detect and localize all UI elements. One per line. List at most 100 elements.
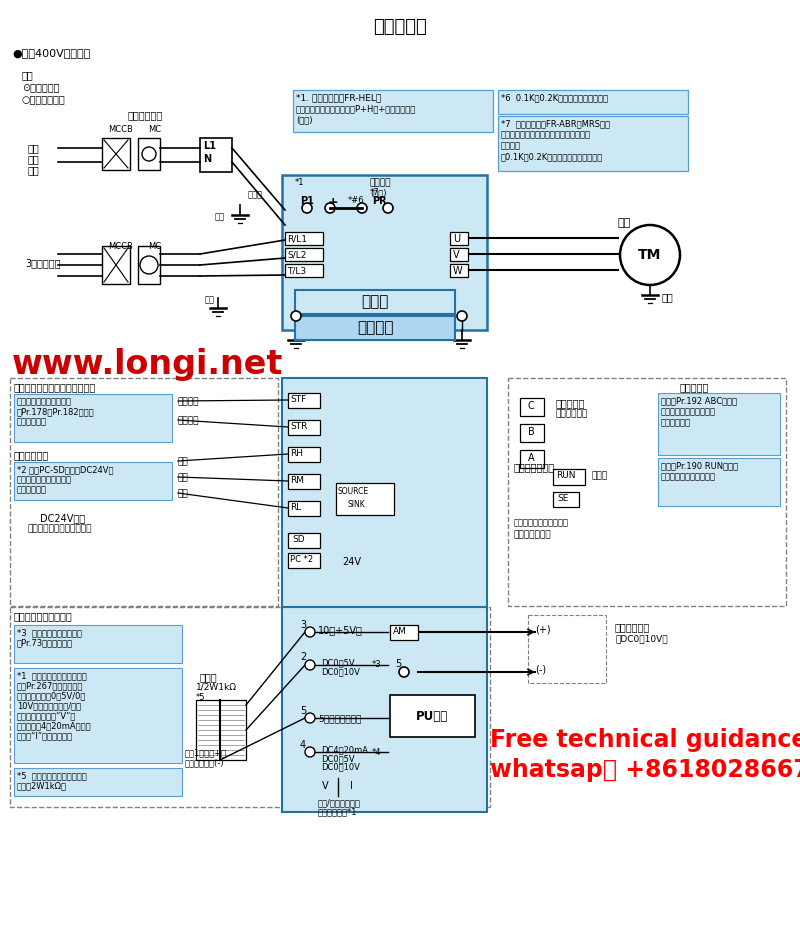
Circle shape	[305, 627, 315, 637]
Text: R/L1: R/L1	[287, 234, 307, 243]
Text: DC0～5V: DC0～5V	[321, 658, 354, 667]
Text: 可通过Pr.192 ABC端子功: 可通过Pr.192 ABC端子功	[661, 396, 737, 405]
Text: 单相: 单相	[28, 143, 40, 153]
Circle shape	[291, 311, 301, 321]
Bar	[390, 625, 418, 640]
Text: 电压/电流输入切换: 电压/电流输入切换	[318, 798, 361, 807]
Text: RUN: RUN	[556, 471, 575, 480]
Circle shape	[383, 203, 393, 213]
Text: 运行中: 运行中	[592, 471, 608, 480]
Circle shape	[399, 667, 409, 677]
Circle shape	[620, 225, 680, 285]
Text: 继电器输出: 继电器输出	[556, 398, 586, 408]
Bar	[14, 625, 182, 663]
Text: 1/2W1kΩ: 1/2W1kΩ	[196, 682, 237, 691]
Bar	[288, 533, 320, 548]
Text: （0.1K、0.2K不能连接驱动电阵器。）: （0.1K、0.2K不能连接驱动电阵器。）	[501, 152, 603, 161]
Text: *3: *3	[372, 660, 382, 669]
Text: 制动单元: 制动单元	[370, 178, 391, 187]
Text: 输入切换开关置为“V”，: 输入切换开关置为“V”，	[17, 711, 76, 720]
Bar	[102, 138, 130, 170]
Text: 电位器: 电位器	[200, 672, 218, 682]
Bar	[196, 700, 246, 760]
Text: 交流: 交流	[28, 154, 40, 164]
Text: 接地: 接地	[205, 295, 215, 304]
Text: TM: TM	[638, 248, 662, 262]
Bar	[282, 378, 487, 608]
Text: 集电极开路输出公共端）: 集电极开路输出公共端）	[514, 518, 569, 527]
Text: Free technical guidance,: Free technical guidance,	[490, 728, 800, 752]
Text: (选件): (选件)	[370, 188, 386, 197]
Text: 请置为“I”（初始值）。: 请置为“I”（初始值）。	[17, 731, 73, 740]
Text: 能选择变更端子的功能。: 能选择变更端子的功能。	[661, 407, 716, 416]
Text: 短路片: 短路片	[248, 190, 263, 199]
Bar	[14, 668, 182, 763]
Text: 3: 3	[300, 620, 306, 630]
Text: *1  可通过模拟量输入规格切: *1 可通过模拟量输入规格切	[17, 671, 86, 680]
Bar	[450, 232, 468, 245]
Circle shape	[302, 203, 312, 213]
Text: 主电路: 主电路	[362, 294, 389, 309]
Bar	[282, 175, 487, 330]
Text: 漏型: 漏型	[22, 70, 34, 80]
Text: 控制输入信号（电压输入不可）: 控制输入信号（电压输入不可）	[14, 382, 96, 392]
Bar	[390, 695, 475, 737]
Text: MC: MC	[148, 242, 161, 251]
Text: MCCB: MCCB	[108, 242, 133, 251]
Text: 低速: 低速	[178, 489, 189, 498]
Circle shape	[357, 203, 367, 213]
Text: 多段速度选择: 多段速度选择	[14, 450, 50, 460]
Bar	[138, 246, 160, 284]
Text: 4: 4	[300, 740, 306, 750]
Text: （开路输出）: （开路输出）	[556, 409, 588, 418]
Text: 为防止驱动电阵器过热或破损，请安装热: 为防止驱动电阵器过热或破损，请安装热	[501, 130, 591, 139]
Text: ○控制电路端子: ○控制电路端子	[22, 94, 66, 104]
Text: 集电极开路输出: 集电极开路输出	[514, 462, 555, 472]
Text: *6  0.1K、0.2K没有内置制动晶体管。: *6 0.1K、0.2K没有内置制动晶体管。	[501, 93, 608, 102]
Bar	[318, 742, 368, 770]
Text: 设为电压输入（0～5V/0～: 设为电压输入（0～5V/0～	[17, 691, 86, 700]
Text: whatsap： +8618028667265: whatsap： +8618028667265	[490, 758, 800, 782]
Bar	[200, 138, 232, 172]
Text: W: W	[453, 266, 462, 276]
Text: (+): (+)	[535, 625, 550, 635]
Text: 开关　　　　*1: 开关 *1	[318, 807, 358, 816]
Text: SE: SE	[557, 494, 568, 503]
Bar	[553, 492, 579, 507]
Bar	[10, 378, 278, 606]
Text: 接地: 接地	[215, 212, 225, 221]
Text: ●三相400V电源输入: ●三相400V电源输入	[12, 48, 90, 58]
Text: S/L2: S/L2	[287, 250, 306, 259]
Text: 电源: 电源	[28, 165, 40, 175]
Bar	[138, 138, 160, 170]
Bar	[285, 232, 323, 245]
Bar	[318, 778, 362, 796]
Text: MCCB: MCCB	[108, 125, 133, 134]
Text: 继电器。: 继电器。	[501, 141, 521, 150]
Text: 端子1输入（+）: 端子1输入（+）	[185, 748, 227, 757]
Bar	[520, 450, 544, 468]
Bar	[285, 248, 323, 261]
Bar	[553, 469, 585, 485]
Text: （Pr.73）进行变更。: （Pr.73）进行变更。	[17, 638, 73, 647]
Text: 间不要短路。: 间不要短路。	[17, 485, 47, 494]
Text: （DC0～10V）: （DC0～10V）	[615, 634, 668, 643]
Bar	[288, 553, 320, 568]
Text: 频率设定信号（模拟）: 频率设定信号（模拟）	[14, 611, 73, 621]
Bar	[520, 398, 544, 416]
Text: 继电器输出: 继电器输出	[680, 382, 710, 392]
Bar	[14, 394, 172, 442]
Bar	[528, 615, 606, 683]
Text: *7: *7	[370, 188, 380, 197]
Bar	[336, 483, 394, 515]
Circle shape	[140, 256, 158, 274]
Text: *4: *4	[372, 748, 382, 757]
Text: 单相电源输入: 单相电源输入	[127, 110, 162, 120]
Text: 漏型、源型通用: 漏型、源型通用	[514, 530, 552, 539]
Circle shape	[457, 311, 467, 321]
Bar	[293, 90, 493, 132]
Bar	[295, 316, 455, 340]
Text: 模拟电压输出: 模拟电压输出	[615, 622, 650, 632]
Text: 正转启动: 正转启动	[178, 397, 199, 406]
Bar	[288, 474, 320, 489]
